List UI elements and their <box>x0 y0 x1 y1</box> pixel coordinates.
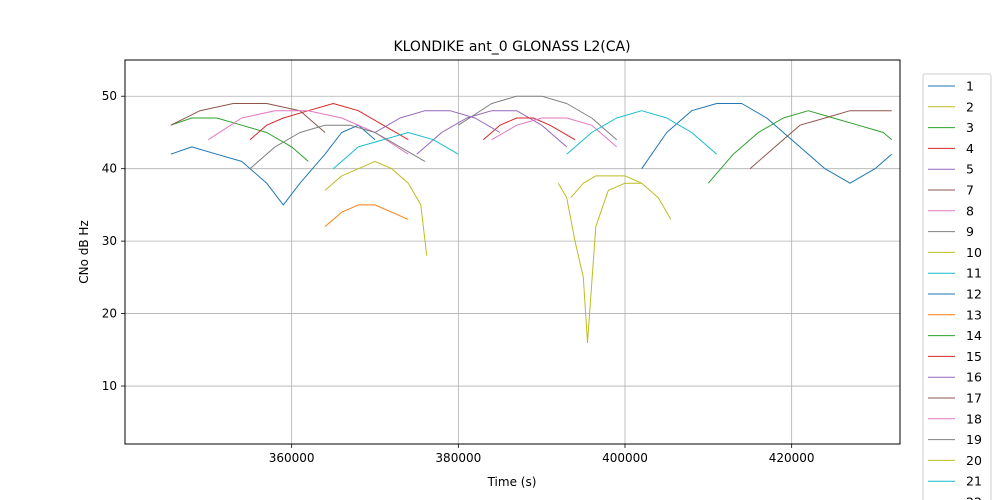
legend-label-13: 13 <box>966 307 982 322</box>
y-tick-label: 20 <box>102 307 117 321</box>
legend-label-extra: 22 <box>966 495 982 500</box>
legend-label-14: 14 <box>966 328 982 343</box>
legend-label-4: 4 <box>966 141 974 156</box>
legend-label-5: 5 <box>966 162 974 177</box>
legend-label-15: 15 <box>966 349 982 364</box>
legend-label-10: 10 <box>966 245 982 260</box>
series-line-19 <box>249 124 426 170</box>
series-line-3 <box>170 117 309 162</box>
y-tick-label: 30 <box>102 234 117 248</box>
plot-frame <box>124 59 901 445</box>
series-line-11 <box>332 132 459 170</box>
legend-label-11: 11 <box>966 266 982 281</box>
legend-label-16: 16 <box>966 370 982 385</box>
legend-label-20: 20 <box>966 453 982 468</box>
legend-label-12: 12 <box>966 287 982 302</box>
series-line-7 <box>170 103 326 133</box>
series-line-8 <box>208 110 409 155</box>
legend-label-3: 3 <box>966 120 974 135</box>
y-tick-label: 40 <box>102 162 117 176</box>
x-axis-label: Time (s) <box>487 475 537 489</box>
y-tick-label: 10 <box>102 379 117 393</box>
series-line-12 <box>641 103 893 184</box>
legend-label-19: 19 <box>966 432 982 447</box>
series-line-5 <box>416 110 568 155</box>
legend-label-9: 9 <box>966 224 974 239</box>
legend-label-1: 1 <box>966 79 974 94</box>
legend-label-21: 21 <box>966 474 982 489</box>
legend-label-17: 17 <box>966 391 982 406</box>
y-tick-label: 50 <box>102 89 117 103</box>
series-line-4 <box>249 103 409 141</box>
x-tick-label: 400000 <box>602 451 648 465</box>
axis-ticks: 360000 380000 400000 420000 10 20 30 40 50 <box>102 89 815 465</box>
legend-label-7: 7 <box>966 183 974 198</box>
series-lines <box>170 95 893 344</box>
series-line-15 <box>482 117 576 141</box>
series-line-18 <box>491 117 618 148</box>
legend-label-18: 18 <box>966 411 982 426</box>
legend-label-2: 2 <box>966 99 974 114</box>
series-line-20 <box>557 182 642 344</box>
series-line-10 <box>570 175 672 220</box>
y-axis-label: CNo dB Hz <box>77 220 91 284</box>
series-line-1 <box>170 124 376 206</box>
legend-box <box>922 73 992 500</box>
chart-title: KLONDIKE ant_0 GLONASS L2(CA) <box>393 39 630 55</box>
series-line-9 <box>458 95 618 141</box>
series-line-2 <box>324 160 428 256</box>
x-tick-label: 360000 <box>269 451 315 465</box>
series-line-17 <box>749 110 892 170</box>
grid <box>125 60 900 444</box>
legend-label-8: 8 <box>966 203 974 218</box>
series-line-14 <box>707 110 893 184</box>
series-line-13 <box>324 204 409 227</box>
series-line-16 <box>374 110 501 133</box>
x-tick-label: 380000 <box>435 451 481 465</box>
series-line-21 <box>566 110 718 155</box>
x-tick-label: 420000 <box>769 451 815 465</box>
legend: 1234578910111213141516171819202122 <box>922 73 992 500</box>
